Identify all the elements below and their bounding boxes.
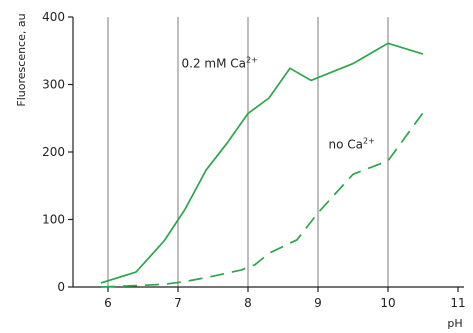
y-tick-label: 200 xyxy=(42,145,65,159)
y-tick-label: 100 xyxy=(42,213,65,227)
y-tick-label: 0 xyxy=(57,280,65,294)
series-line-1 xyxy=(100,42,424,284)
series-line-2 xyxy=(100,112,424,288)
x-tick-label: 6 xyxy=(104,296,112,310)
x-tick-label: 8 xyxy=(244,296,252,310)
series-group xyxy=(100,42,424,288)
grid-lines xyxy=(107,17,389,287)
x-tick-label: 10 xyxy=(380,296,395,310)
axes xyxy=(68,16,464,292)
x-tick-label: 11 xyxy=(450,296,465,310)
y-axis-label: Fluorescence, au xyxy=(15,13,28,106)
y-tick-label: 300 xyxy=(42,78,65,92)
y-tick-label: 400 xyxy=(42,10,65,24)
x-tick-label: 7 xyxy=(174,296,182,310)
label-group: 6 7 8 9 10 11 0 100 200 300 400 pH Fluorescence, au 0… xyxy=(15,10,466,330)
series-annotation-1: 0.2 mM Ca2+ xyxy=(182,56,258,71)
series-annotation-2: no Ca2+ xyxy=(329,137,375,152)
x-tick-label: 9 xyxy=(314,296,322,310)
x-axis-label: pH xyxy=(447,317,462,330)
